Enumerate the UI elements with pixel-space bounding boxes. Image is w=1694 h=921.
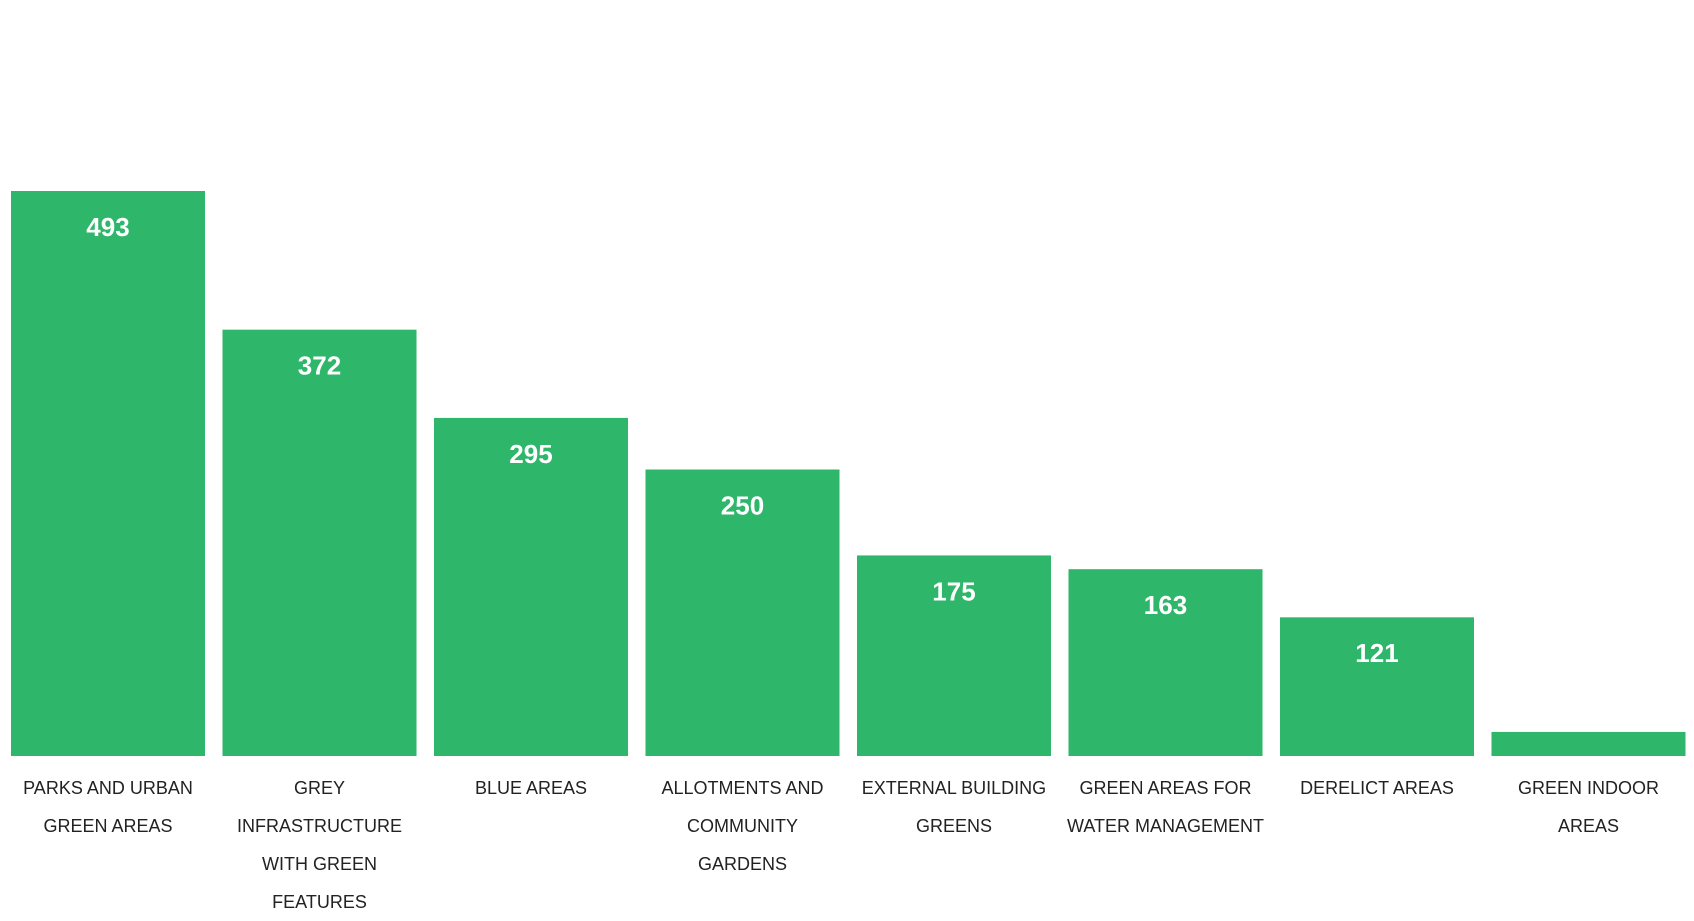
value-label: 121 (1355, 638, 1398, 668)
value-label: 163 (1144, 590, 1187, 620)
bar (1068, 569, 1263, 756)
value-label: 21 (1574, 753, 1603, 783)
category-label: DERELICT AREAS (1300, 778, 1454, 798)
bar (1280, 617, 1474, 756)
bar (1491, 731, 1686, 756)
value-label: 372 (298, 351, 341, 381)
bar (434, 417, 628, 756)
value-label: 295 (509, 439, 552, 469)
category-label: GREEN AREAS FOR WATER MANAGEMENT (1067, 778, 1264, 836)
value-label: 250 (721, 490, 764, 520)
value-label: 175 (932, 576, 975, 606)
chart: 493 372 295 250 175 163 121 21 (11, 191, 1686, 783)
bar (11, 191, 205, 756)
category-label: BLUE AREAS (474, 778, 588, 798)
category-label: ALLOTMENTS AND COMMUNITY GARDENS (661, 778, 824, 874)
category-label: EXTERNAL BUILDING GREENS (861, 778, 1047, 836)
bar (857, 555, 1051, 756)
bar (222, 329, 417, 756)
category-label: GREEN INDOOR AREAS (1517, 778, 1659, 836)
category-label: GREY INFRASTRUCTURE WITH GREEN FEATURES (237, 778, 402, 912)
value-label: 493 (86, 212, 129, 242)
bar (645, 469, 840, 756)
category-label: PARKS AND URBAN GREEN AREAS (23, 778, 193, 836)
page: {"chart_data": {"type": "bar", "categori… (11, 191, 1686, 912)
